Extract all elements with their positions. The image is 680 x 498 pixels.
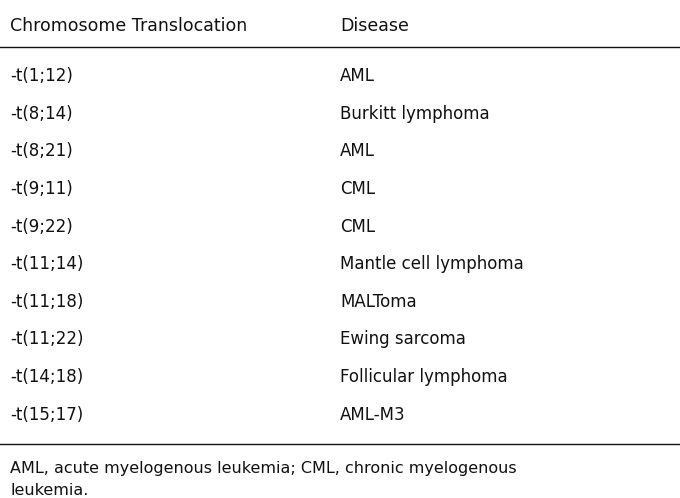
Text: -t(14;18): -t(14;18) [10,368,84,386]
Text: -t(9;22): -t(9;22) [10,218,73,236]
Text: Burkitt lymphoma: Burkitt lymphoma [340,105,490,123]
Text: -t(15;17): -t(15;17) [10,405,84,424]
Text: AML-M3: AML-M3 [340,405,406,424]
Text: AML: AML [340,142,375,160]
Text: -t(8;21): -t(8;21) [10,142,73,160]
Text: leukemia.: leukemia. [10,483,88,498]
Text: MALToma: MALToma [340,293,417,311]
Text: CML: CML [340,218,375,236]
Text: AML: AML [340,67,375,85]
Text: -t(9;11): -t(9;11) [10,180,73,198]
Text: -t(1;12): -t(1;12) [10,67,73,85]
Text: -t(11;14): -t(11;14) [10,255,84,273]
Text: Ewing sarcoma: Ewing sarcoma [340,331,466,349]
Text: CML: CML [340,180,375,198]
Text: Chromosome Translocation: Chromosome Translocation [10,17,248,35]
Text: Follicular lymphoma: Follicular lymphoma [340,368,508,386]
Text: -t(11;22): -t(11;22) [10,331,84,349]
Text: -t(8;14): -t(8;14) [10,105,73,123]
Text: Disease: Disease [340,17,409,35]
Text: Mantle cell lymphoma: Mantle cell lymphoma [340,255,524,273]
Text: AML, acute myelogenous leukemia; CML, chronic myelogenous: AML, acute myelogenous leukemia; CML, ch… [10,461,517,476]
Text: -t(11;18): -t(11;18) [10,293,84,311]
